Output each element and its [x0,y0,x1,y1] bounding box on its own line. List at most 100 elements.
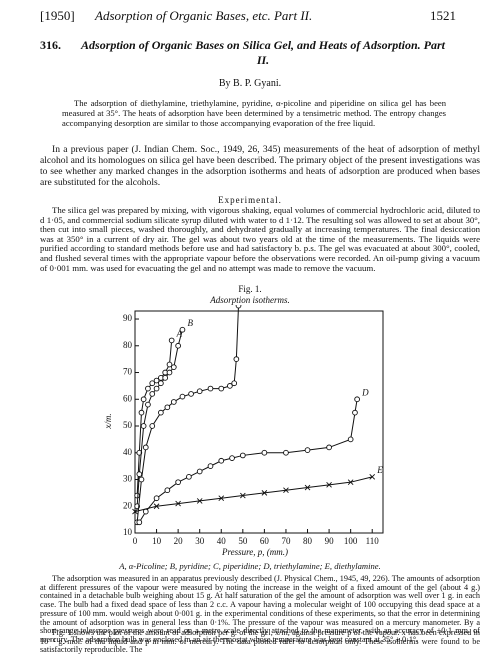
point [168,337,175,344]
point [218,457,225,464]
running-title: Adsorption of Organic Bases, etc. Part I… [95,8,313,23]
point [354,396,360,403]
point [179,393,186,400]
point [347,436,354,443]
point [132,508,138,515]
x-tick-label: 20 [174,536,184,546]
point [326,482,332,488]
y-tick-label: 70 [123,367,133,377]
point [162,375,169,381]
point [235,305,242,309]
point [158,409,164,416]
x-tick-label: 0 [133,536,138,546]
point [153,495,160,502]
point [142,444,149,451]
point [164,404,171,411]
y-tick-label: 40 [123,447,133,457]
point [170,364,177,371]
point [145,401,151,408]
paragraph: The adsorption was measured in an appara… [40,574,480,644]
point [233,356,240,362]
point [153,385,160,392]
y-tick-label: 60 [123,393,133,403]
point [149,423,156,429]
point [140,396,147,403]
point [134,492,141,499]
point [218,495,225,502]
y-tick-label: 20 [123,500,133,510]
point [145,385,151,392]
x-tick-label: 60 [260,536,270,546]
point [186,473,192,480]
curve-label: A [176,328,183,338]
x-tick-label: 40 [217,536,227,546]
x-tick-label: 80 [303,536,313,546]
point [175,500,181,507]
y-tick-label: 90 [123,313,133,323]
point [229,455,235,461]
point [188,391,194,397]
point [153,377,160,384]
point [138,476,145,483]
point [136,471,143,478]
point [304,484,311,491]
point [166,361,173,368]
point [179,326,186,333]
x-tick-label: 110 [366,536,380,546]
point [352,409,358,416]
year: [1950] [40,8,75,23]
x-axis-label: Pressure, p, (mm.) [221,547,288,557]
point [283,449,289,456]
point [304,447,311,453]
point [261,490,268,496]
figure-label: Fig. 1. [238,284,262,294]
x-tick-label: 50 [238,536,248,546]
point [170,399,177,405]
chart: x/m. Pressure, p, (mm.) 10 20 30 40 50 60 70 80… [103,305,384,557]
y-tick-label: 30 [123,474,133,484]
point [149,380,156,387]
point [138,409,145,416]
point [164,487,171,494]
curve [136,329,183,507]
curve [134,476,373,513]
point [153,503,160,510]
point [166,369,173,376]
point [261,449,268,456]
y-tick-label: 50 [123,420,133,430]
y-tick-label: 10 [123,527,133,537]
figure-subtitle: Adsorption isotherms. [210,295,290,305]
point [196,388,203,395]
point [207,463,214,469]
paragraph: In a previous paper (J. Indian Chem. Soc… [40,144,480,188]
y-axis-label: x/m. [103,413,113,429]
point [196,468,203,475]
point [347,479,354,485]
paragraph: Fig. 1 shows the plot of the amount of a… [40,628,480,655]
point [142,508,149,515]
paragraph: The silica gel was prepared by mixing, w… [40,205,480,273]
curve [136,305,240,523]
point [283,487,289,494]
page-number: 1521 [430,8,456,23]
point [158,380,164,387]
x-tick-label: 70 [281,536,291,546]
point [369,474,376,480]
point [175,479,181,486]
curve-label: D [361,387,369,397]
point [196,498,203,504]
section-heading: Experimental. [218,195,282,205]
x-tick-label: 100 [344,536,358,546]
x-tick-label: 10 [152,536,162,546]
point [326,444,332,451]
curve-label: B [187,318,193,328]
point [140,423,147,429]
curve-label: E [376,465,383,475]
y-tick-label: 80 [123,340,133,350]
point [231,380,238,387]
abstract: The adsorption of diethylamine, triethyl… [62,98,446,128]
point [136,519,143,526]
point [175,342,181,349]
article-number: 316. [40,38,61,52]
